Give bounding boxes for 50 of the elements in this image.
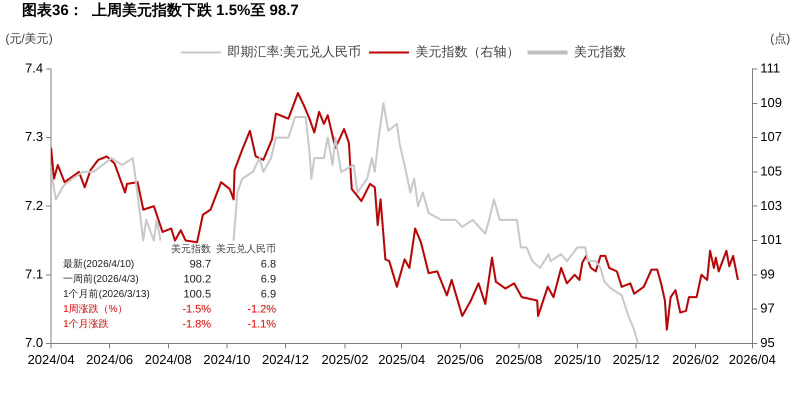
annotation: 1周涨跌（%） [63, 303, 128, 316]
chart-title: 图表36： 上周美元指数下跌 1.5%至 98.7 [22, 1, 299, 20]
x-tick-label: 2024/04 [28, 352, 75, 367]
annotation: 6.8 [260, 258, 276, 270]
x-tick-label: 2026/04 [728, 352, 776, 367]
y-tick-label: 7.0 [24, 334, 44, 350]
y-tick-label: 7.1 [24, 266, 44, 282]
y2-tick-label: 109 [760, 94, 782, 110]
y2-tick-label: 111 [760, 60, 780, 76]
y2-axis-title: (点) [770, 31, 790, 46]
annotation: 98.7 [190, 258, 212, 270]
legend-label: 即期汇率:美元兑人民币 [227, 44, 362, 60]
annotation: 100.5 [184, 288, 212, 300]
y2-tick-label: 97 [760, 300, 775, 316]
x-tick-label: 2024/06 [86, 352, 134, 367]
annotation: -1.1% [247, 318, 276, 330]
annotation: 6.9 [260, 288, 276, 300]
y-axis-title: (元/美元) [5, 31, 53, 46]
annotation: 100.2 [184, 273, 212, 286]
x-tick-label: 2025/06 [436, 352, 484, 367]
y2-tick-label: 101 [760, 232, 782, 248]
annotation: 美元兑人民币 [216, 243, 276, 256]
annotation: -1.2% [247, 303, 276, 316]
y-tick-label: 7.3 [24, 129, 44, 144]
x-tick-label: 2025/04 [378, 352, 426, 367]
x-tick-label: 2026/02 [672, 352, 720, 367]
annotation: -1.8% [182, 318, 212, 330]
legend-label: 美元指数（右轴） [416, 44, 520, 60]
legend-label: 美元指数 [574, 44, 626, 60]
annotation: -1.5% [182, 303, 212, 316]
x-tick-label: 2025/08 [495, 352, 542, 367]
annotation: 最新(2026/4/10) [63, 258, 134, 270]
x-tick-label: 2025/02 [322, 352, 369, 367]
annotation: 1个月前(2026/3/13) [63, 288, 150, 300]
x-tick-label: 2025/12 [612, 352, 660, 367]
x-tick-label: 2024/08 [144, 352, 192, 367]
annotation: 美元指数 [171, 243, 212, 256]
annotation: 6.9 [260, 273, 276, 286]
x-tick-label: 2024/12 [262, 352, 309, 367]
y2-tick-label: 105 [760, 163, 782, 178]
y2-tick-label: 99 [760, 266, 775, 282]
y2-tick-label: 95 [760, 334, 775, 350]
y2-tick-label: 107 [760, 129, 782, 144]
x-tick-label: 2025/10 [554, 352, 601, 367]
y2-tick-label: 103 [760, 198, 782, 213]
x-tick-label: 2024/10 [203, 352, 250, 367]
annotation: 一周前(2026/4/3) [63, 273, 139, 286]
y-tick-label: 7.2 [24, 198, 44, 213]
annotation: 1个月涨跌 [63, 318, 109, 330]
y-tick-label: 7.4 [24, 60, 44, 76]
